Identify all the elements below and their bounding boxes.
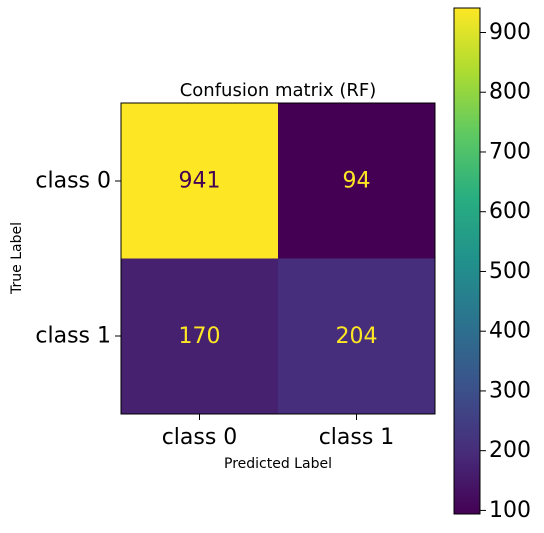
cell-value-label: 170 bbox=[179, 324, 221, 349]
colorbar-tick-label: 100 bbox=[489, 498, 531, 523]
cell-value-label: 94 bbox=[343, 168, 371, 193]
colorbar-ticks: 100 200 300 400 500 600 700 800 900 bbox=[480, 20, 531, 523]
heatmap-cell bbox=[278, 103, 436, 259]
colorbar-gradient bbox=[453, 7, 481, 515]
colorbar-tick-label: 700 bbox=[489, 139, 531, 164]
cell-value-label: 941 bbox=[179, 168, 221, 193]
colorbar-tick-label: 400 bbox=[489, 319, 531, 344]
colorbar-tick-label: 200 bbox=[489, 438, 531, 463]
y-axis: class 0 class 1 True Label bbox=[9, 169, 121, 349]
colorbar-tick-label: 900 bbox=[489, 20, 531, 45]
cell-value-label: 204 bbox=[336, 324, 378, 349]
y-tick-label: class 0 bbox=[35, 169, 111, 194]
axes-frame bbox=[120, 102, 436, 415]
heatmap-cells bbox=[121, 103, 436, 415]
y-axis-label: True Label bbox=[9, 222, 25, 295]
heatmap-cell bbox=[121, 103, 279, 259]
heatmap-cell bbox=[278, 258, 436, 415]
colorbar-tick-label: 300 bbox=[489, 378, 531, 403]
cell-value-labels: 941 94 170 204 bbox=[179, 168, 378, 349]
colorbar-tick-label: 800 bbox=[489, 80, 531, 105]
x-tick-label: class 0 bbox=[162, 425, 238, 450]
chart-title: Confusion matrix (RF) bbox=[180, 80, 377, 101]
colorbar: 100 200 300 400 500 600 700 800 900 bbox=[453, 7, 531, 523]
heatmap-cell bbox=[121, 258, 279, 415]
x-axis: class 0 class 1 Predicted Label bbox=[162, 414, 395, 472]
x-tick-label: class 1 bbox=[319, 425, 395, 450]
x-axis-label: Predicted Label bbox=[224, 456, 332, 472]
y-tick-label: class 1 bbox=[35, 324, 111, 349]
colorbar-tick-label: 500 bbox=[489, 259, 531, 284]
colorbar-tick-label: 600 bbox=[489, 199, 531, 224]
